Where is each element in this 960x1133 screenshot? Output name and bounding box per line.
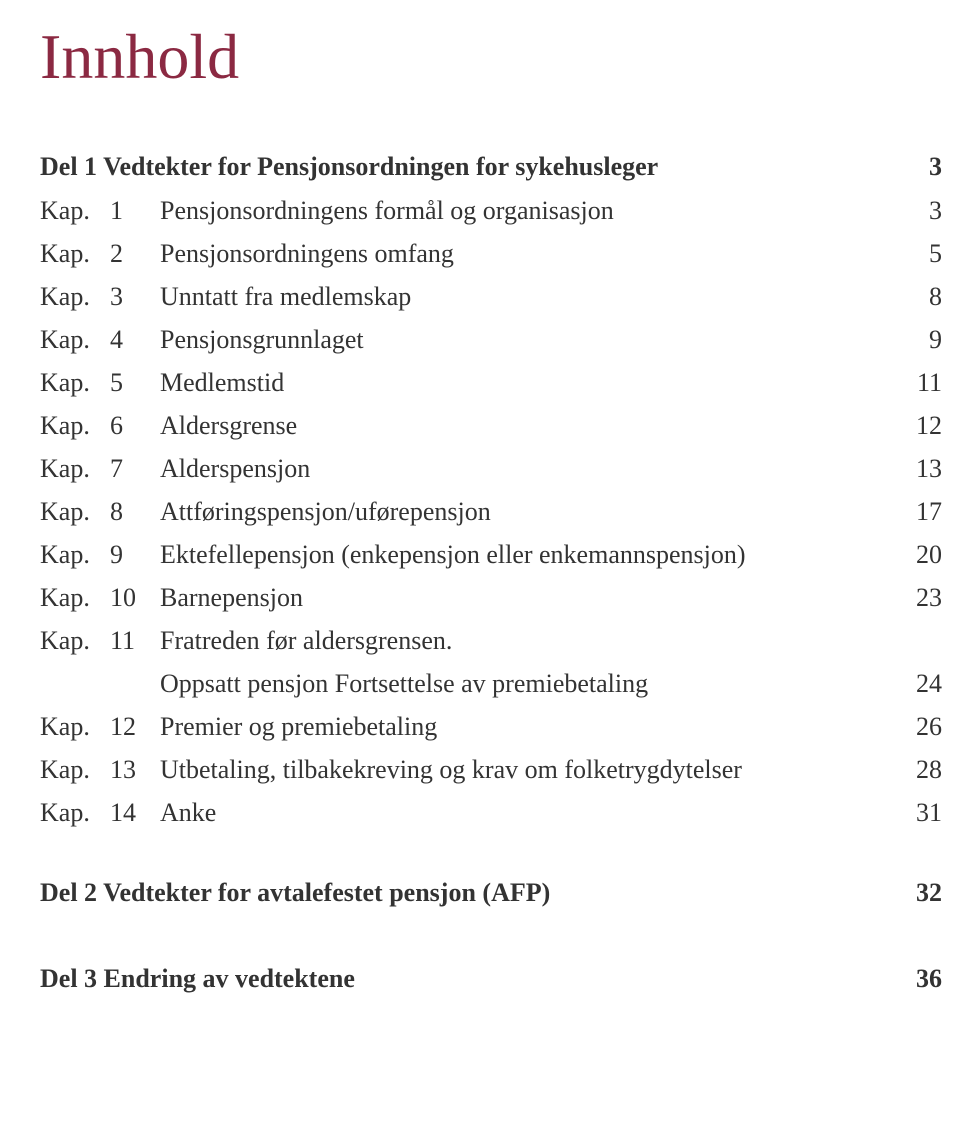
- chapter-title: Alderspensjon: [160, 454, 882, 484]
- chapter-page: 11: [882, 368, 942, 398]
- chapter-number: 9: [110, 540, 160, 570]
- toc-row: Kap.13Utbetaling, tilbakekreving og krav…: [40, 755, 942, 785]
- chapter-number: 1: [110, 196, 160, 226]
- chapter-page: 12: [882, 411, 942, 441]
- chapter-number: 13: [110, 755, 160, 785]
- chapter-page: 23: [882, 583, 942, 613]
- chapter-prefix: Kap.: [40, 755, 110, 785]
- chapter-number: 14: [110, 798, 160, 828]
- toc-row: Kap.6Aldersgrense12: [40, 411, 942, 441]
- part1-header: Del 1 Vedtekter for Pensjonsordningen fo…: [40, 152, 942, 182]
- chapter-prefix: Kap.: [40, 712, 110, 742]
- chapter-title: Premier og premiebetaling: [160, 712, 882, 742]
- toc-row: Kap.11Fratreden før aldersgrensen.: [40, 626, 942, 656]
- chapter-prefix: Kap.: [40, 368, 110, 398]
- toc-row: Kap.5Medlemstid11: [40, 368, 942, 398]
- chapter-page: 13: [882, 454, 942, 484]
- chapter-title: Pensjonsordningens formål og organisasjo…: [160, 196, 882, 226]
- part2-header: Del 2 Vedtekter for avtalefestet pensjon…: [40, 878, 942, 908]
- chapter-prefix: Kap.: [40, 540, 110, 570]
- chapter-prefix: Kap.: [40, 196, 110, 226]
- chapter-number: 5: [110, 368, 160, 398]
- chapter-page: 24: [882, 669, 942, 699]
- toc-row-continuation: Oppsatt pensjon Fortsettelse av premiebe…: [40, 669, 942, 699]
- part2-page: 32: [882, 878, 942, 908]
- chapter-title: Attføringspensjon/uførepensjon: [160, 497, 882, 527]
- chapter-number: 7: [110, 454, 160, 484]
- part1-label: Del 1 Vedtekter for Pensjonsordningen fo…: [40, 152, 882, 182]
- chapter-number: 11: [110, 626, 160, 656]
- chapter-prefix: Kap.: [40, 325, 110, 355]
- part2-label: Del 2 Vedtekter for avtalefestet pensjon…: [40, 878, 882, 908]
- chapter-page: 17: [882, 497, 942, 527]
- page-title: Innhold: [40, 20, 942, 94]
- chapter-title: Ektefellepensjon (enkepensjon eller enke…: [160, 540, 882, 570]
- chapter-prefix: Kap.: [40, 454, 110, 484]
- toc-row: Kap.14Anke31: [40, 798, 942, 828]
- chapter-number: 10: [110, 583, 160, 613]
- chapter-prefix: Kap.: [40, 239, 110, 269]
- toc-row: Kap.2Pensjonsordningens omfang5: [40, 239, 942, 269]
- chapter-prefix: Kap.: [40, 626, 110, 656]
- chapter-title: Barnepensjon: [160, 583, 882, 613]
- chapter-page: 9: [882, 325, 942, 355]
- part3-header: Del 3 Endring av vedtektene 36: [40, 964, 942, 994]
- chapter-page: 20: [882, 540, 942, 570]
- toc-row: Kap.9Ektefellepensjon (enkepensjon eller…: [40, 540, 942, 570]
- toc-row: Kap.10Barnepensjon23: [40, 583, 942, 613]
- chapter-number: 8: [110, 497, 160, 527]
- chapter-prefix: Kap.: [40, 411, 110, 441]
- chapter-title: Utbetaling, tilbakekreving og krav om fo…: [160, 755, 882, 785]
- chapter-title: Fratreden før aldersgrensen.: [160, 626, 942, 656]
- chapter-page: 26: [882, 712, 942, 742]
- chapter-number: 4: [110, 325, 160, 355]
- chapter-page: 5: [882, 239, 942, 269]
- toc-row: Kap.3Unntatt fra medlemskap8: [40, 282, 942, 312]
- chapter-number: 12: [110, 712, 160, 742]
- toc-row: Kap.8Attføringspensjon/uførepensjon17: [40, 497, 942, 527]
- part3-page: 36: [882, 964, 942, 994]
- chapter-number: 6: [110, 411, 160, 441]
- chapter-title: Unntatt fra medlemskap: [160, 282, 882, 312]
- chapter-prefix: Kap.: [40, 497, 110, 527]
- chapter-title: Pensjonsordningens omfang: [160, 239, 882, 269]
- chapter-prefix: Kap.: [40, 583, 110, 613]
- toc-row: Kap.4Pensjonsgrunnlaget9: [40, 325, 942, 355]
- chapter-page: 3: [882, 196, 942, 226]
- chapter-number: 2: [110, 239, 160, 269]
- part3-label: Del 3 Endring av vedtektene: [40, 964, 882, 994]
- chapter-page: 28: [882, 755, 942, 785]
- chapter-page: 8: [882, 282, 942, 312]
- chapter-title: Anke: [160, 798, 882, 828]
- chapter-title: Aldersgrense: [160, 411, 882, 441]
- chapter-title: Pensjonsgrunnlaget: [160, 325, 882, 355]
- chapter-prefix: Kap.: [40, 282, 110, 312]
- chapter-number: 3: [110, 282, 160, 312]
- chapter-title: Medlemstid: [160, 368, 882, 398]
- chapter-page: 31: [882, 798, 942, 828]
- chapter-prefix: Kap.: [40, 798, 110, 828]
- toc-row: Kap.1Pensjonsordningens formål og organi…: [40, 196, 942, 226]
- toc-row: Kap.12Premier og premiebetaling26: [40, 712, 942, 742]
- chapter-title-continuation: Oppsatt pensjon Fortsettelse av premiebe…: [160, 669, 882, 699]
- toc-row: Kap.7Alderspensjon13: [40, 454, 942, 484]
- part1-page: 3: [882, 152, 942, 182]
